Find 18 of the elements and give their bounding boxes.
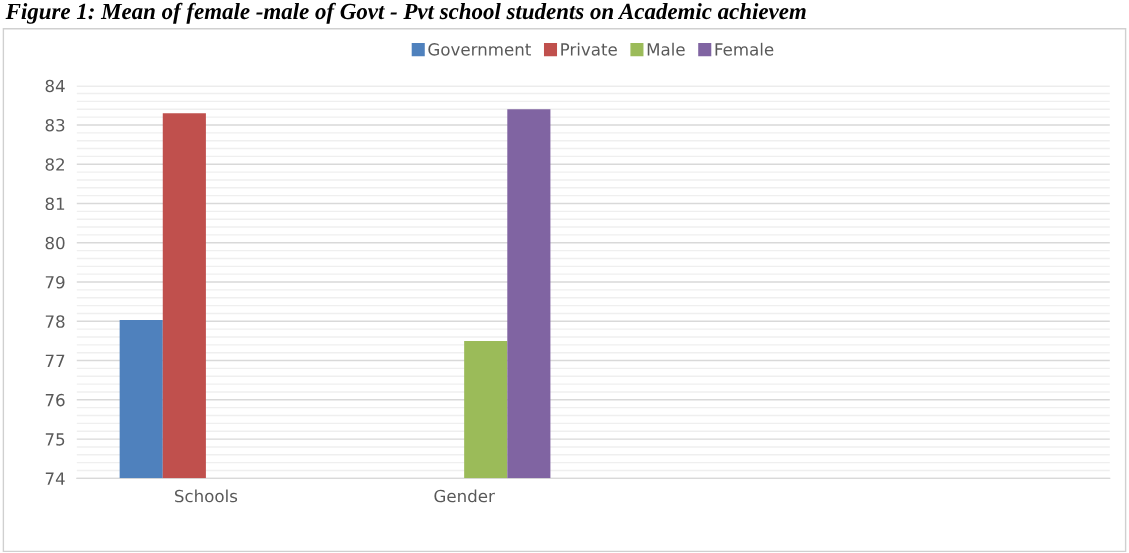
y-tick-label: 82 bbox=[45, 158, 64, 171]
y-tick-label: 74 bbox=[45, 472, 65, 485]
chart-title: Figure 1: Mean of female -male of Govt - Pvt school students on Academic achievem bbox=[5, 2, 806, 24]
y-tick-label: 79 bbox=[45, 275, 65, 289]
legend-label: Male bbox=[647, 42, 685, 56]
y-tick-label: 80 bbox=[45, 236, 65, 250]
y-tick-label: 75 bbox=[45, 433, 65, 446]
legend-label: Government bbox=[428, 43, 531, 56]
y-tick-label: 78 bbox=[45, 315, 65, 328]
y-tick-label: 77 bbox=[45, 354, 65, 367]
x-tick-label: Gender bbox=[434, 489, 495, 503]
y-tick-label: 76 bbox=[45, 393, 65, 407]
legend-label: Private bbox=[561, 42, 617, 56]
x-tick-label: Schools bbox=[174, 489, 238, 503]
legend-label: Female bbox=[715, 42, 774, 56]
y-tick-label: 84 bbox=[45, 79, 65, 93]
y-tick-label: 83 bbox=[45, 118, 65, 132]
y-tick-label: 81 bbox=[45, 197, 65, 211]
